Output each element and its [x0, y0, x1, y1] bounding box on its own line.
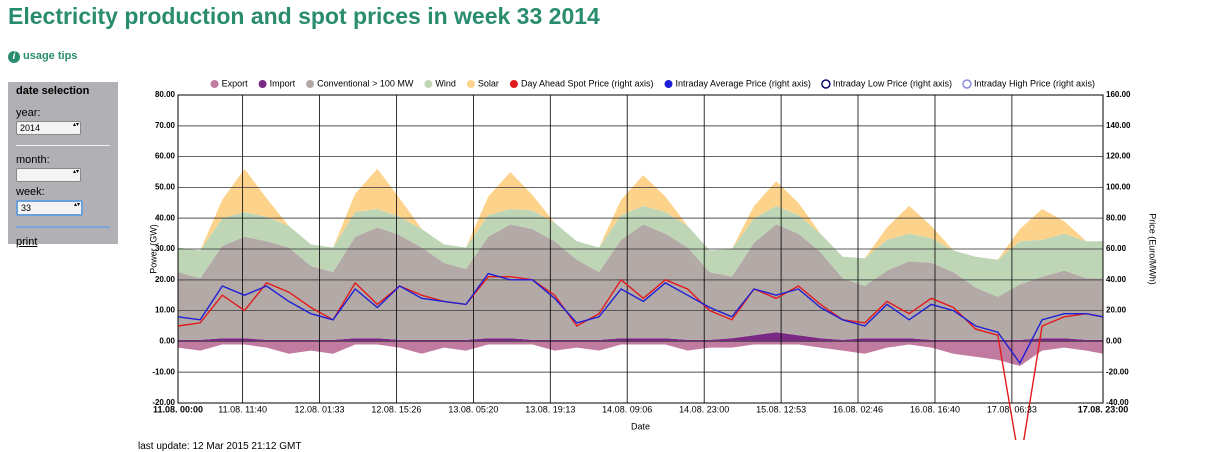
- x-tick-label: 11.08. 00:00: [153, 404, 203, 414]
- y-tick-label: 10.00: [155, 306, 176, 315]
- legend-marker: [821, 79, 831, 89]
- y2-tick-label: -20.00: [1106, 367, 1129, 376]
- legend-marker: [258, 80, 267, 88]
- y2-tick-label: 80.00: [1106, 213, 1127, 222]
- area: [178, 341, 1103, 366]
- week-label: week:: [16, 186, 45, 198]
- legend-label: Conventional > 100 MW: [317, 78, 414, 88]
- last-update: last update: 12 Mar 2015 21:12 GMT: [138, 441, 302, 452]
- year-select[interactable]: 2014: [16, 121, 81, 135]
- area: [178, 332, 1103, 342]
- month-label: month:: [16, 154, 50, 166]
- x-tick-label: 15.08. 12:53: [756, 404, 806, 414]
- y-tick-label: 20.00: [155, 275, 176, 284]
- y2-tick-label: -40.00: [1106, 398, 1129, 407]
- area: [178, 224, 1103, 340]
- divider: [16, 145, 110, 146]
- usage-tips[interactable]: i usage tips: [8, 50, 77, 63]
- x-tick-label: 16.08. 02:46: [833, 404, 883, 414]
- legend-label: Intraday Low Price (right axis): [833, 78, 952, 88]
- legend-marker: [509, 80, 518, 88]
- x-tick-label: 17.08. 06:33: [987, 404, 1037, 414]
- week-select[interactable]: 33: [16, 200, 83, 216]
- legend-marker: [664, 80, 673, 88]
- x-tick-label: 13.08. 05:20: [448, 404, 498, 414]
- y2-tick-label: 120.00: [1106, 152, 1131, 161]
- x-tick-label: 12.08. 01:33: [294, 404, 344, 414]
- legend-marker: [466, 80, 475, 88]
- y-tick-label: 80.00: [155, 90, 176, 99]
- plot-frame: [177, 94, 1104, 404]
- legend-label: Export: [222, 78, 249, 88]
- legend-label: Import: [270, 78, 296, 88]
- x-tick-label: 16.08. 16:40: [910, 404, 960, 414]
- legend-label: Intraday Average Price (right axis): [676, 78, 811, 88]
- y2-tick-label: 0.00: [1106, 337, 1122, 346]
- legend-marker: [424, 80, 433, 88]
- y2-tick-label: 100.00: [1106, 183, 1131, 192]
- y-axis-title: Power (GW): [148, 224, 158, 274]
- price-line: [177, 272, 1104, 365]
- y-tick-label: 0.00: [159, 337, 175, 346]
- y2-tick-label: 60.00: [1106, 244, 1127, 253]
- y-tick-label: -10.00: [152, 367, 175, 376]
- year-label: year:: [16, 107, 41, 119]
- y2-tick-label: 40.00: [1106, 275, 1127, 284]
- usage-tips-text[interactable]: usage tips: [23, 50, 78, 62]
- area: [178, 205, 1103, 297]
- x-tick-label: 11.08. 11:40: [218, 404, 267, 414]
- y-tick-label: 30.00: [155, 244, 176, 253]
- legend-label: Solar: [478, 78, 499, 88]
- legend-marker: [210, 80, 219, 88]
- divider: [16, 226, 110, 228]
- x-tick-label: 14.08. 23:00: [679, 404, 729, 414]
- sidebar: date selection year: 2014 month: week: 3…: [8, 82, 118, 248]
- chart: -20.00 -10.00 0.00 10.00 20.00 30.00 40.00 50.0…: [148, 78, 1158, 440]
- legend-label: Wind: [435, 78, 456, 88]
- y-tick-label: -20.00: [152, 398, 175, 407]
- y-tick-label: 40.00: [155, 213, 176, 222]
- legend-label: Intraday High Price (right axis): [974, 78, 1095, 88]
- x-tick-label: 14.08. 09:06: [602, 404, 652, 414]
- y2-tick-label: 160.00: [1106, 90, 1131, 99]
- y-tick-label: 50.00: [155, 183, 176, 192]
- y2-tick-label: 20.00: [1106, 306, 1127, 315]
- page-title: Electricity production and spot prices i…: [8, 3, 600, 29]
- legend-label: Day Ahead Spot Price (right axis): [521, 78, 654, 88]
- y2-axis-title: Price (Euro/MWh): [1148, 213, 1158, 285]
- x-tick-label: 13.08. 19:13: [525, 404, 575, 414]
- x-tick-label: 17.08. 23:00: [1078, 404, 1129, 414]
- y2-tick-label: 140.00: [1106, 121, 1131, 130]
- x-axis-title: Date: [631, 421, 650, 431]
- x-tick-label: 12.08. 15:26: [371, 404, 421, 414]
- legend-marker: [306, 80, 315, 88]
- y-tick-label: 60.00: [155, 152, 176, 161]
- y-tick-label: 70.00: [155, 121, 176, 130]
- print-link[interactable]: print: [16, 236, 38, 248]
- sidebar-heading: date selection: [16, 85, 90, 97]
- month-select[interactable]: [16, 168, 81, 182]
- legend-marker: [962, 79, 972, 89]
